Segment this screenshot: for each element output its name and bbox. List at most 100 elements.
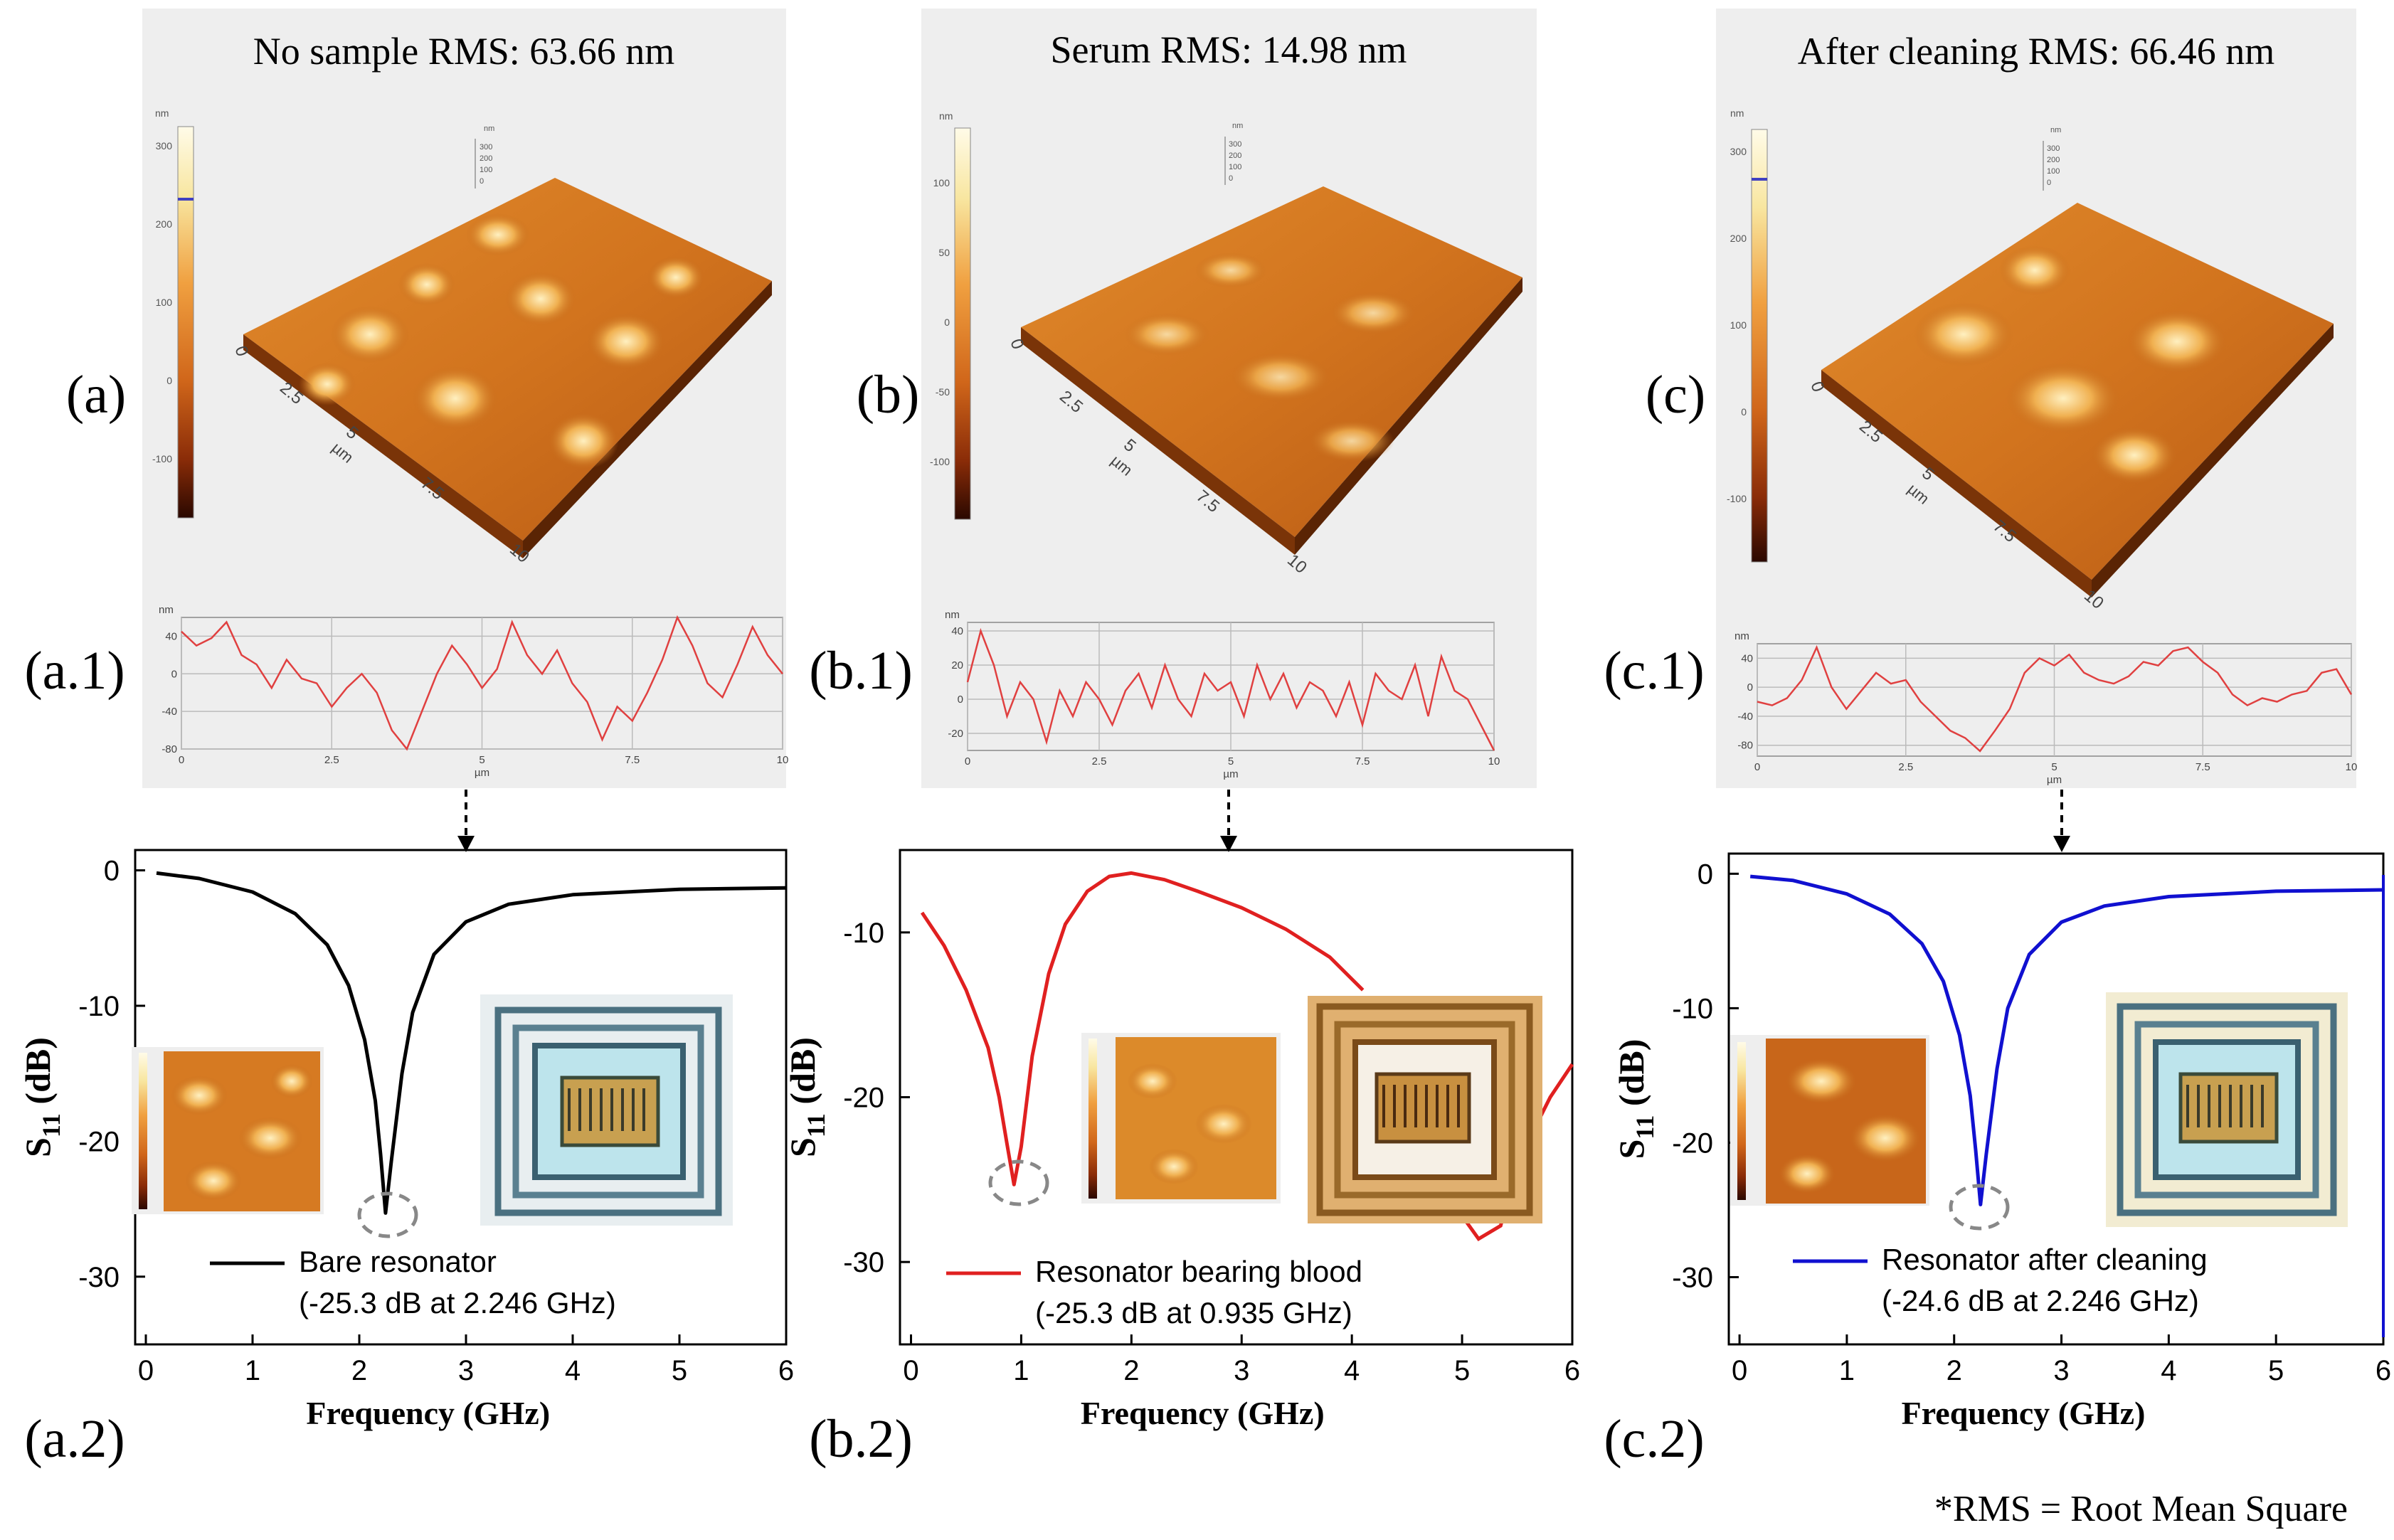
colorbar-tick: -100 bbox=[930, 456, 950, 467]
afm-title-b: Serum RMS: 14.98 nm bbox=[1050, 28, 1407, 71]
s11-xtick: 5 bbox=[2268, 1355, 2284, 1386]
s11-xtick: 4 bbox=[1344, 1355, 1360, 1386]
profile-xtick: 5 bbox=[479, 754, 484, 766]
s11-letter-b: (b.2) bbox=[809, 1409, 913, 1469]
s11-ytick: 0 bbox=[1697, 859, 1713, 890]
profile-letter-c: (c.1) bbox=[1604, 641, 1704, 701]
colorbar-unit: nm bbox=[155, 107, 169, 119]
s11-ylabel: S11 (dB) bbox=[18, 1037, 65, 1157]
profile-letter-a: (a.1) bbox=[24, 641, 125, 701]
legend-annotation: (-25.3 dB at 0.935 GHz) bbox=[1035, 1296, 1352, 1329]
legend-label: Bare resonator bbox=[299, 1245, 497, 1278]
z-tick: 100 bbox=[480, 166, 492, 174]
colorbar-tick: 200 bbox=[1730, 233, 1747, 244]
profile-line bbox=[1757, 644, 2353, 753]
colorbar-tick: 0 bbox=[166, 375, 172, 386]
profile-xtick: 7.5 bbox=[625, 754, 640, 766]
colorbar-unit: nm bbox=[1730, 107, 1744, 119]
s11-xtick: 0 bbox=[1732, 1355, 1747, 1386]
s11-xlabel: Frequency (GHz) bbox=[1902, 1395, 2146, 1431]
legend-label: Resonator bearing blood bbox=[1035, 1255, 1362, 1288]
colorbar-tick: 300 bbox=[156, 140, 173, 152]
profile-ytick: 40 bbox=[951, 625, 963, 637]
z-unit: nm bbox=[2050, 126, 2061, 134]
s11-xlabel: Frequency (GHz) bbox=[306, 1395, 550, 1431]
arrow-b bbox=[1220, 790, 1237, 852]
panel-letter-b: (b) bbox=[857, 365, 920, 425]
s11-curve bbox=[920, 871, 1365, 1186]
profile-xtick: 7.5 bbox=[2196, 761, 2210, 773]
s11-xtick: 1 bbox=[1839, 1355, 1855, 1386]
afm-title-a: No sample RMS: 63.66 nm bbox=[253, 30, 675, 73]
s11-xtick: 0 bbox=[138, 1355, 154, 1386]
s11-xtick: 3 bbox=[1234, 1355, 1249, 1386]
colorbar-tick: -100 bbox=[1727, 493, 1747, 504]
resonance-ellipse bbox=[1949, 1184, 2010, 1231]
s11-ytick: -20 bbox=[78, 1126, 120, 1157]
s11-ytick: -20 bbox=[843, 1083, 884, 1114]
profile-ytick: -40 bbox=[1737, 711, 1753, 723]
s11-xtick: 6 bbox=[778, 1355, 794, 1386]
z-tick: 200 bbox=[2047, 156, 2060, 164]
s11-ytick: 0 bbox=[104, 856, 120, 887]
footnote: *RMS = Root Mean Square bbox=[1934, 1489, 2348, 1529]
s11-xtick: 2 bbox=[1947, 1355, 1962, 1386]
colorbar-tick: 50 bbox=[938, 247, 950, 258]
colorbar-tick: 100 bbox=[933, 177, 950, 188]
profile-xtick: 2.5 bbox=[1092, 755, 1107, 768]
profile-xtick: 2.5 bbox=[324, 754, 339, 766]
afm-surface-b: 0 2.5 5 µm 7.5 10 nm 300 200 100 0 bbox=[1006, 122, 1522, 578]
resonator-photo-a bbox=[480, 994, 733, 1226]
profile-xtick: 7.5 bbox=[1355, 755, 1370, 768]
legend-annotation: (-24.6 dB at 2.246 GHz) bbox=[1882, 1284, 2199, 1317]
z-tick: 0 bbox=[2047, 179, 2051, 187]
z-unit: nm bbox=[1232, 122, 1243, 130]
s11-xtick: 0 bbox=[903, 1355, 918, 1386]
profile-ytick: 0 bbox=[958, 694, 963, 706]
s11-xtick: 4 bbox=[2161, 1355, 2176, 1386]
profile-line bbox=[181, 615, 783, 751]
s11-xtick: 3 bbox=[458, 1355, 474, 1386]
s11-xlabel: Frequency (GHz) bbox=[1081, 1395, 1325, 1431]
s11-xtick: 2 bbox=[351, 1355, 367, 1386]
inset-afm-b bbox=[1081, 1033, 1281, 1204]
s11-xtick: 6 bbox=[1564, 1355, 1580, 1386]
profile-xtick: 10 bbox=[777, 754, 789, 766]
legend-label: Resonator after cleaning bbox=[1882, 1243, 2208, 1276]
profile-xtick: 10 bbox=[1488, 755, 1500, 768]
s11-xtick: 6 bbox=[2376, 1355, 2391, 1386]
s11-ytick: -30 bbox=[1672, 1262, 1713, 1293]
colorbar-tick: 100 bbox=[1730, 319, 1747, 331]
s11-xtick: 4 bbox=[565, 1355, 581, 1386]
z-tick: 0 bbox=[480, 177, 484, 186]
inset-afm-a bbox=[132, 1047, 324, 1214]
s11-ytick: -10 bbox=[1672, 993, 1713, 1024]
colorbar-tick: 0 bbox=[944, 317, 950, 328]
colorbar-tick: 200 bbox=[156, 218, 173, 230]
afm-title-c: After cleaning RMS: 66.46 nm bbox=[1798, 30, 2274, 73]
z-tick: 200 bbox=[1229, 152, 1241, 160]
colorbar-tick: 0 bbox=[1741, 406, 1747, 418]
s11-chart-a: 0 -10 -20 -30 0 1 2 3 4 5 6 Frequency (GHz) S11 (dB)… bbox=[18, 849, 794, 1431]
profile-xtick: 10 bbox=[2346, 761, 2358, 773]
colorbar-tick: 100 bbox=[156, 297, 173, 308]
panel-letter-a: (a) bbox=[66, 365, 126, 425]
colorbar-tick: 300 bbox=[1730, 146, 1747, 157]
s11-xtick: 2 bbox=[1123, 1355, 1139, 1386]
s11-xtick: 3 bbox=[2053, 1355, 2069, 1386]
arrow-c bbox=[2053, 790, 2070, 852]
profile-ytick: -40 bbox=[161, 706, 177, 718]
s11-letter-a: (a.2) bbox=[24, 1409, 125, 1469]
profile-line bbox=[966, 627, 1495, 751]
profile-xlabel: µm bbox=[1223, 768, 1238, 780]
resonance-ellipse bbox=[988, 1159, 1049, 1206]
s11-ytick: -10 bbox=[78, 991, 120, 1022]
s11-ytick: -10 bbox=[843, 918, 884, 949]
z-tick: 300 bbox=[2047, 144, 2060, 153]
profile-ylabel: nm bbox=[945, 609, 960, 621]
profile-ytick: -80 bbox=[1737, 740, 1753, 752]
profile-xtick: 0 bbox=[1754, 761, 1760, 773]
resonator-photo-c bbox=[2106, 992, 2348, 1227]
profile-ylabel: nm bbox=[1734, 630, 1749, 642]
